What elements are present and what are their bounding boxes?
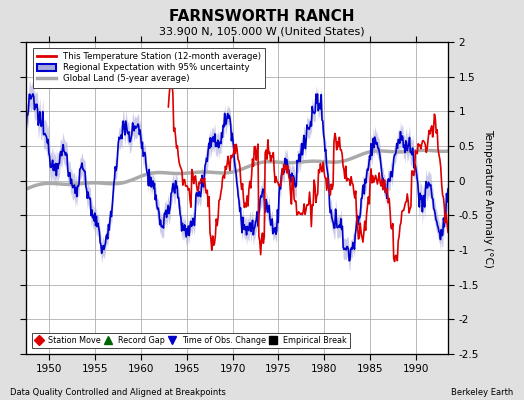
Text: FARNSWORTH RANCH: FARNSWORTH RANCH	[169, 9, 355, 24]
Legend: Station Move, Record Gap, Time of Obs. Change, Empirical Break: Station Move, Record Gap, Time of Obs. C…	[32, 333, 350, 348]
Text: 33.900 N, 105.000 W (United States): 33.900 N, 105.000 W (United States)	[159, 26, 365, 36]
Text: Berkeley Earth: Berkeley Earth	[451, 388, 514, 397]
Text: Data Quality Controlled and Aligned at Breakpoints: Data Quality Controlled and Aligned at B…	[10, 388, 226, 397]
Y-axis label: Temperature Anomaly (°C): Temperature Anomaly (°C)	[483, 128, 493, 268]
